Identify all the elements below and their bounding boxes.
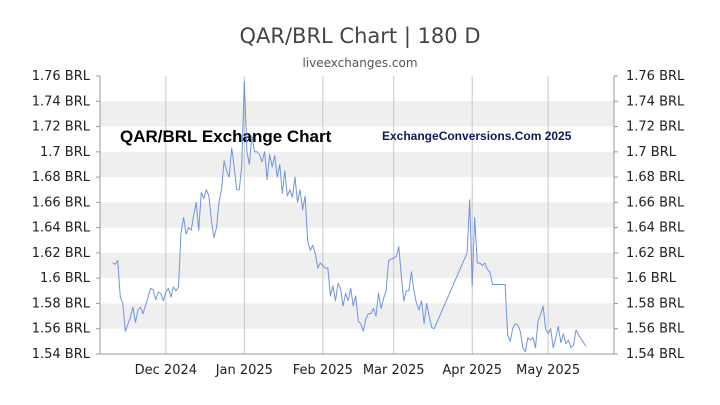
x-tick-label: Apr 2025 [442,363,502,378]
y-tick-label-left: 1.58 BRL [32,296,91,311]
x-tick-label: May 2025 [516,363,580,378]
chart-axes [99,76,615,355]
chart-subtitle: liveexchanges.com [302,56,418,70]
x-tick-label: Dec 2024 [135,363,197,378]
y-tick-label-right: 1.68 BRL [626,170,685,185]
y-tick-label-right: 1.7 BRL [626,145,677,160]
y-tick-label-left: 1.62 BRL [32,246,91,261]
y-tick-label-left: 1.64 BRL [32,221,91,236]
x-tick-label: Jan 2025 [215,363,273,378]
y-tick-label-right: 1.74 BRL [626,94,685,109]
y-tick-label-right: 1.54 BRL [626,347,685,362]
vertical-gridlines [165,76,549,354]
y-tick-label-right: 1.6 BRL [626,271,677,286]
y-tick-label-right: 1.66 BRL [626,195,685,210]
y-tick-label-right: 1.72 BRL [626,120,685,135]
grid-band [100,202,614,228]
grid-band [100,252,614,279]
grid-bands [100,101,614,329]
y-tick-label-left: 1.6 BRL [40,271,91,286]
y-tick-label-right: 1.56 BRL [626,322,685,337]
y-tick-label-right: 1.58 BRL [626,296,685,311]
y-axis-left-ticks: 1.54 BRL 1.56 BRL 1.58 BRL 1.6 BRL 1.62 BRL 1… [32,69,100,362]
chart-title: QAR/BRL Chart | 180 D [239,24,481,48]
grid-band [100,101,614,127]
watermark-right: ExchangeConversions.Com 2025 [382,129,572,143]
y-tick-label-left: 1.66 BRL [32,195,91,210]
y-tick-label-right: 1.64 BRL [626,221,685,236]
y-tick-label-left: 1.76 BRL [32,69,91,84]
y-tick-label-left: 1.54 BRL [32,347,91,362]
watermark-left: QAR/BRL Exchange Chart [120,127,332,146]
y-tick-label-right: 1.62 BRL [626,246,685,261]
y-tick-label-left: 1.74 BRL [32,94,91,109]
x-axis-ticks: Dec 2024 Jan 2025 Feb 2025 Mar 2025 Apr 2025… [135,363,581,378]
y-tick-label-left: 1.7 BRL [40,145,91,160]
grid-band [100,151,614,178]
series-line [112,80,587,352]
y-tick-label-right: 1.76 BRL [626,69,685,84]
y-axis-right-ticks: 1.54 BRL 1.56 BRL 1.58 BRL 1.6 BRL 1.62 BRL 1… [614,69,685,362]
x-tick-label: Feb 2025 [293,363,353,378]
x-tick-label: Mar 2025 [363,363,425,378]
y-tick-label-left: 1.68 BRL [32,170,91,185]
series-group [112,80,587,352]
y-tick-label-left: 1.72 BRL [32,120,91,135]
y-tick-label-left: 1.56 BRL [32,322,91,337]
